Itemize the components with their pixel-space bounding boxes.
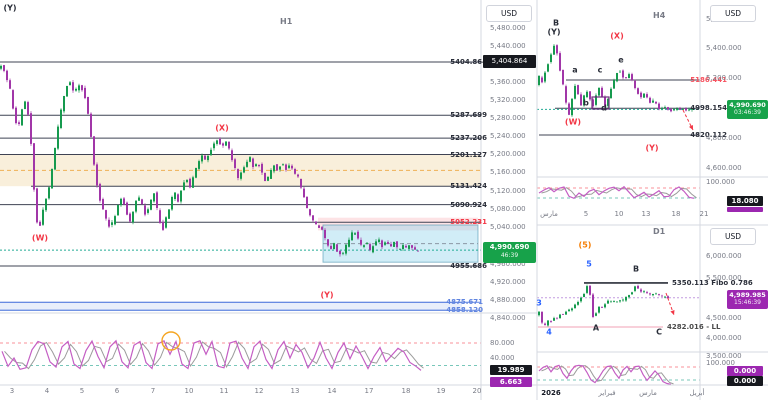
d1-stoch-d-badge: 0.000: [727, 376, 763, 386]
h1-axis-price-badge: 5,404.864: [483, 55, 536, 68]
d1-countdown: 15:46:39: [734, 299, 761, 307]
d1-stoch-k-badge: 0.000: [727, 365, 763, 376]
h4-countdown: 03:46:39: [734, 109, 761, 117]
h4-last-price-badge: 4,990.690 03:46:39: [727, 100, 768, 119]
h1-stoch-d-badge: 6.663: [490, 376, 532, 387]
d1-timeframe-label: D1: [653, 227, 666, 236]
h4-currency-button[interactable]: USD: [710, 5, 756, 22]
time-scale[interactable]: [0, 385, 768, 400]
h1-timeframe-label: H1: [280, 17, 293, 26]
h4-timeframe-label: H4: [653, 11, 666, 20]
d1-currency-button[interactable]: USD: [710, 228, 756, 245]
d1-last-price-badge: 4,989.985 15:46:39: [727, 290, 768, 309]
h1-stoch-k-badge: 19.989: [490, 365, 532, 375]
d1-last-price-value: 4,989.985: [729, 291, 766, 299]
h1-currency-button[interactable]: USD: [486, 5, 532, 22]
h4-last-price-value: 4,990.690: [729, 101, 766, 109]
h1-countdown: 46:39: [500, 251, 519, 259]
h1-last-price-badge: 4,990.690 46:39: [483, 242, 536, 263]
h4-stoch-k-badge: 18.080: [727, 196, 763, 206]
right-price-scale[interactable]: [700, 0, 768, 385]
h1-last-price-value: 4,990.690: [489, 243, 530, 251]
h4-stoch-d-badge-clipped: [727, 207, 763, 212]
